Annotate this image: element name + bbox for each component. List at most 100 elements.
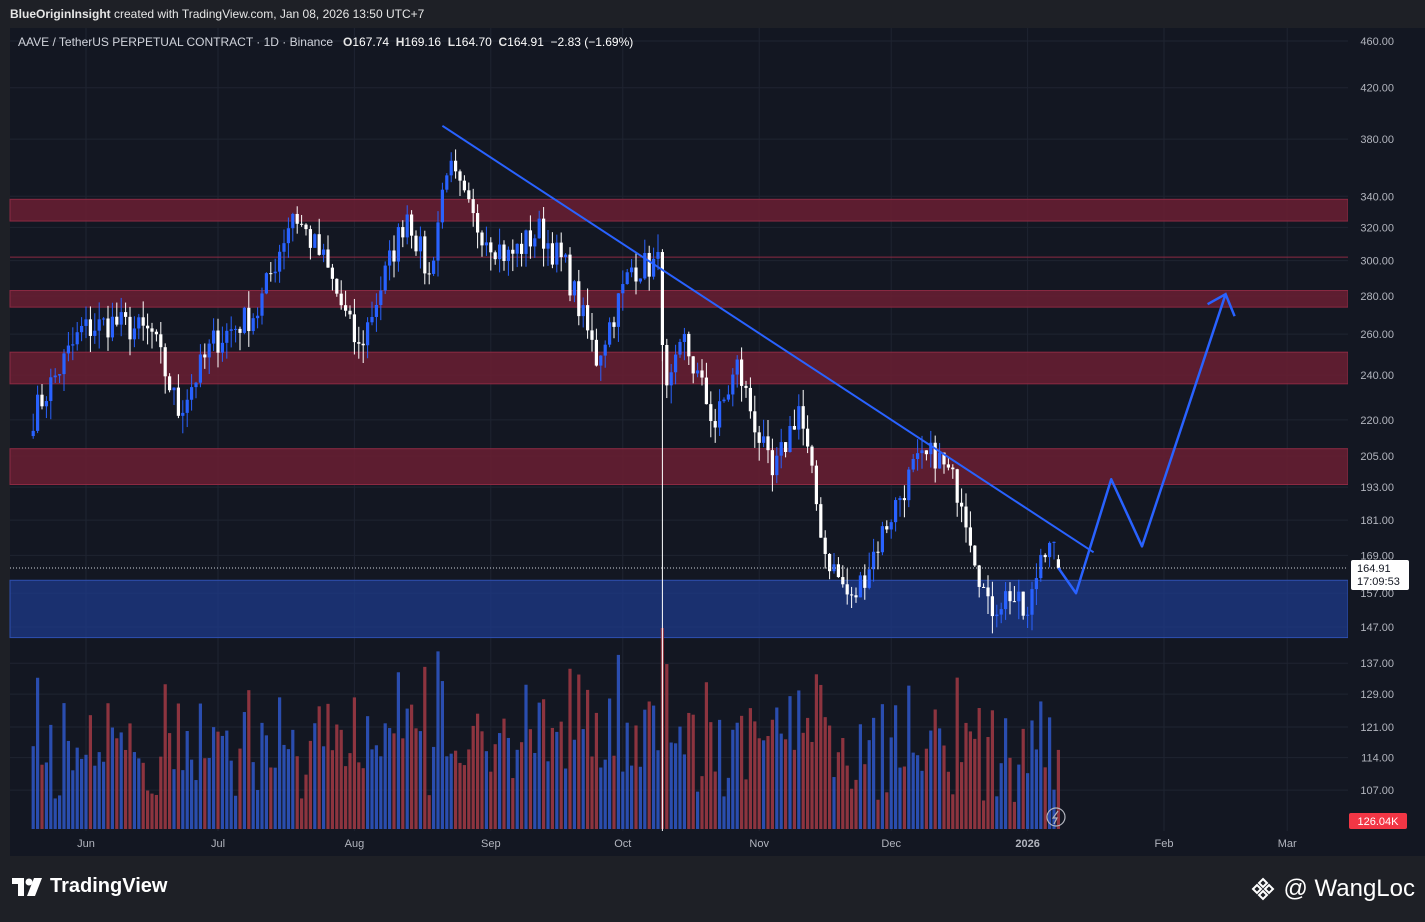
- volume-bar: [942, 745, 946, 829]
- open-label: O: [343, 35, 353, 49]
- volume-bar: [612, 755, 616, 829]
- candle-body: [687, 333, 691, 357]
- volume-bar: [216, 731, 220, 829]
- candle-body: [317, 234, 321, 255]
- volume-bar: [810, 741, 814, 829]
- last-price-text: 164.91: [1357, 563, 1391, 575]
- candle-body: [1039, 554, 1043, 579]
- author-name: BlueOriginInsight: [10, 7, 111, 21]
- candle-body: [608, 322, 612, 345]
- candle-body: [251, 318, 255, 332]
- zones: [9, 198, 1349, 639]
- brand-name: TradingView: [50, 875, 168, 897]
- volume-bar: [643, 709, 647, 829]
- volume-bar: [938, 728, 942, 829]
- volume-bar: [924, 748, 928, 829]
- volume-bar: [366, 716, 370, 829]
- volume-bars: [31, 628, 1060, 829]
- volume-tag: [1349, 813, 1407, 829]
- volume-bar: [97, 752, 101, 829]
- candle-body: [933, 442, 937, 469]
- candle-body: [713, 421, 717, 428]
- price-axis: [1348, 28, 1425, 831]
- volume-bar: [80, 758, 84, 829]
- candle-body: [234, 328, 238, 330]
- candle-body: [537, 218, 541, 239]
- volume-bar: [1021, 728, 1025, 829]
- volume-bar: [172, 769, 176, 829]
- candle-body: [986, 587, 990, 597]
- candle-body: [916, 453, 920, 459]
- volume-bar: [722, 796, 726, 829]
- candle-body: [489, 242, 493, 253]
- volume-bar: [128, 723, 132, 829]
- tradingview-brand[interactable]: TradingView: [12, 875, 167, 898]
- volume-bar: [836, 752, 840, 829]
- candle-body: [335, 278, 339, 294]
- candle-body: [31, 430, 35, 437]
- low-label: L: [447, 35, 456, 49]
- candle-body: [198, 354, 202, 383]
- candle-body: [814, 465, 818, 505]
- countdown-text: 17:09:53: [1357, 576, 1400, 588]
- volume-bar: [458, 762, 462, 829]
- volume-bar: [106, 703, 110, 829]
- volume-bar: [955, 677, 959, 829]
- candle-body: [753, 411, 757, 433]
- candle-body: [1012, 601, 1016, 603]
- volume-bar: [841, 738, 845, 829]
- volume-bar: [898, 767, 902, 829]
- y-tick-label: 300.00: [1360, 256, 1394, 268]
- volume-bar: [832, 777, 836, 829]
- volume-bar: [982, 800, 986, 829]
- y-tick-label: 460.00: [1360, 36, 1394, 48]
- volume-bar: [709, 722, 713, 829]
- volume-bar: [594, 712, 598, 829]
- volume-bar: [559, 721, 563, 829]
- candle-body: [427, 273, 431, 275]
- volume-bar: [546, 761, 550, 829]
- volume-bar: [700, 776, 704, 829]
- y-tick-label: 420.00: [1360, 83, 1394, 95]
- volume-bar: [93, 765, 97, 829]
- volume-bar: [1004, 718, 1008, 829]
- candle-body: [304, 224, 308, 230]
- volume-bar: [718, 719, 722, 829]
- candle-body: [264, 273, 268, 294]
- volume-bar: [889, 737, 893, 829]
- candle-body: [110, 316, 114, 338]
- candle-body: [555, 242, 559, 265]
- volume-bar: [973, 738, 977, 829]
- candle-body: [480, 232, 484, 246]
- support-zone: [9, 579, 1349, 639]
- volume-bar: [801, 732, 805, 829]
- candle-body: [511, 249, 515, 254]
- candle-body: [744, 385, 748, 388]
- candle-body: [889, 522, 893, 530]
- candle-body: [625, 272, 629, 285]
- candle-body: [616, 293, 620, 327]
- volume-bar: [814, 674, 818, 829]
- candle-body: [1008, 591, 1012, 602]
- volume-bar: [581, 729, 585, 829]
- volume-bar: [524, 684, 528, 829]
- volume-bar: [902, 766, 906, 829]
- volume-bar: [432, 746, 436, 829]
- volume-bar: [872, 717, 876, 829]
- volume-bar: [330, 750, 334, 829]
- volume-bar: [66, 740, 70, 829]
- volume-bar: [537, 702, 541, 829]
- y-tick-label: 320.00: [1360, 222, 1394, 234]
- y-tick-label: 114.00: [1361, 753, 1394, 765]
- candle-body: [669, 372, 673, 386]
- candle-body: [282, 243, 286, 252]
- candle-body: [93, 330, 97, 336]
- candle-body: [643, 252, 647, 279]
- volume-bar: [251, 762, 255, 829]
- volume-bar: [753, 721, 757, 829]
- volume-bar: [894, 705, 898, 829]
- volume-bar: [383, 723, 387, 829]
- volume-bar: [291, 729, 295, 829]
- candle-body: [612, 322, 616, 327]
